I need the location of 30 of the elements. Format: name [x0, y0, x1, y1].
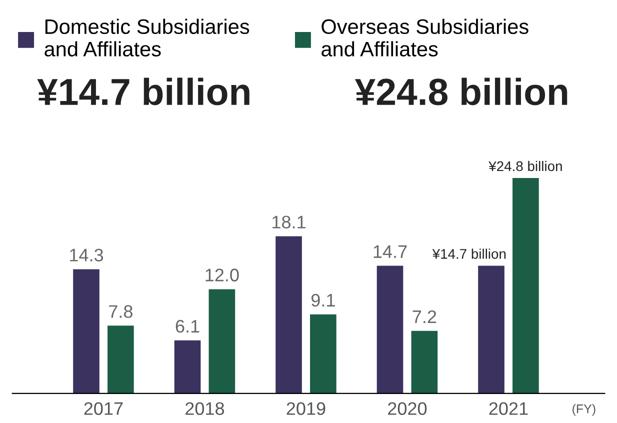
legend-label: Domestic Subsidiaries and Affiliates [44, 18, 250, 56]
bar [276, 236, 302, 394]
data-label: 7.8 [109, 305, 132, 318]
bar [478, 266, 504, 394]
data-label: ¥24.8 billion [488, 160, 562, 172]
data-label: 6.1 [176, 320, 200, 333]
x-tick-label: 2018 [186, 402, 224, 415]
x-tick-label: 2017 [84, 402, 123, 415]
x-tick-label: 2021 [489, 402, 528, 415]
bar [376, 266, 404, 394]
data-label: 9.1 [311, 294, 335, 307]
bar [411, 330, 438, 394]
x-tick-label: 2020 [388, 402, 427, 415]
bar [108, 326, 134, 394]
text: ¥14.7 billion [37, 78, 250, 106]
data-label: 18.1 [272, 216, 306, 228]
legend-label: Overseas Subsidiaries and Affiliates [322, 18, 528, 56]
data-label: 7.2 [412, 310, 436, 323]
data-label: 14.3 [70, 248, 104, 262]
bar [73, 269, 100, 394]
bar [174, 340, 201, 394]
bar [512, 178, 539, 394]
x-tick-label: 2019 [286, 402, 326, 415]
text: ¥24.8 billion [354, 78, 568, 106]
bar [310, 314, 336, 394]
bar [208, 289, 236, 394]
data-label: 12.0 [206, 268, 239, 282]
x-axis-title: (FY) [572, 404, 596, 416]
data-label: ¥14.7 billion [432, 248, 506, 259]
data-label: 14.7 [374, 245, 407, 258]
